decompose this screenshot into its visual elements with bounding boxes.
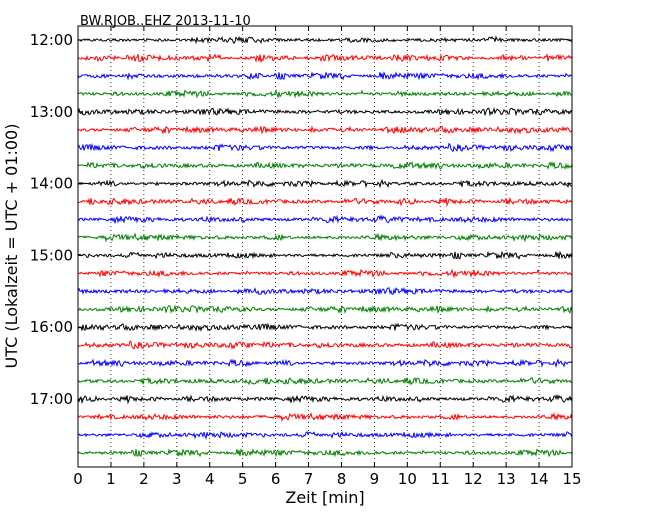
y-axis-title: UTC (Lokalzeit = UTC + 01:00): [2, 124, 21, 369]
x-tick-label: 10: [398, 470, 417, 488]
trace-line: [77, 35, 573, 45]
vertical-gridlines: [110, 26, 540, 467]
x-tick-label: 5: [238, 470, 248, 488]
y-tick-label: 17:00: [30, 390, 73, 408]
y-tick-label: 13:00: [30, 103, 73, 121]
trace-line: [77, 142, 573, 153]
x-tick-label: 6: [271, 470, 281, 488]
x-tick-label: 0: [73, 470, 83, 488]
trace-line: [77, 340, 573, 350]
x-tick-label: 3: [172, 470, 182, 488]
trace-line: [77, 106, 573, 117]
trace-line: [77, 250, 573, 260]
x-tick-label: 9: [370, 470, 380, 488]
y-axis: 12:00 13:00 14:00 15:00 16:00 17:00: [30, 31, 572, 408]
x-axis: 0 1 2 3 4 5 6 7 8 9 10 11 12 13 14 15: [73, 26, 582, 488]
trace-line: [77, 358, 573, 369]
trace-line: [77, 214, 573, 224]
plot-frame: [77, 25, 573, 468]
trace-line: [77, 393, 573, 405]
seismic-traces: [77, 35, 573, 458]
trace-line: [77, 89, 573, 100]
trace-line: [77, 304, 573, 315]
trace-line: [77, 161, 573, 170]
x-tick-label: 7: [304, 470, 314, 488]
x-tick-label: 12: [464, 470, 483, 488]
trace-line: [77, 232, 573, 243]
x-tick-label: 2: [139, 470, 149, 488]
x-tick-label: 15: [562, 470, 581, 488]
trace-line: [77, 448, 573, 458]
trace-line: [77, 53, 573, 64]
trace-line: [77, 322, 573, 332]
trace-line: [77, 196, 573, 208]
y-tick-label: 12:00: [30, 31, 73, 49]
x-tick-label: 8: [337, 470, 347, 488]
chart-title: BW.RJOB..EHZ 2013-11-10: [80, 14, 251, 29]
x-tick-label: 13: [497, 470, 516, 488]
trace-line: [77, 412, 573, 423]
trace-line: [77, 71, 573, 81]
x-tick-label: 11: [431, 470, 450, 488]
y-tick-label: 16:00: [30, 318, 73, 336]
y-tick-label: 15:00: [30, 246, 73, 264]
trace-line: [77, 178, 573, 189]
trace-line: [77, 430, 573, 440]
x-tick-label: 14: [530, 470, 549, 488]
x-axis-title: Zeit [min]: [285, 488, 364, 507]
trace-line: [77, 268, 573, 279]
trace-line: [77, 125, 573, 135]
y-tick-label: 14:00: [30, 175, 73, 193]
trace-line: [77, 376, 573, 386]
trace-line: [77, 286, 573, 296]
x-tick-label: 4: [205, 470, 215, 488]
x-tick-label: 1: [106, 470, 116, 488]
